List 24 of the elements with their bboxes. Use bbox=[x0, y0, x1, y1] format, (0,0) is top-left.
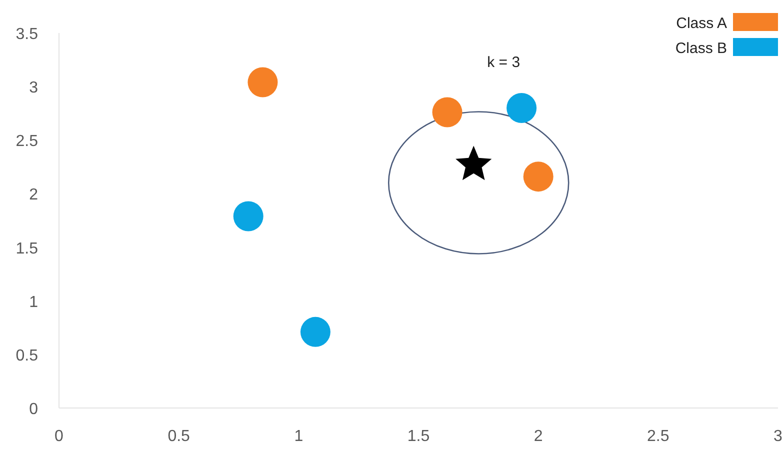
y-tick-label: 0.5 bbox=[16, 347, 38, 364]
x-tick-label: 2 bbox=[534, 428, 543, 445]
legend-label: Class B bbox=[675, 40, 727, 57]
x-tick-label: 2.5 bbox=[647, 428, 670, 445]
point bbox=[506, 93, 537, 123]
point bbox=[300, 316, 330, 347]
annotation: k = 3 bbox=[487, 54, 520, 71]
y-tick-label: 3 bbox=[29, 80, 38, 97]
point bbox=[523, 162, 554, 192]
y-tick-label: 0 bbox=[29, 401, 38, 418]
point bbox=[248, 67, 278, 98]
x-tick-label: 0.5 bbox=[168, 428, 190, 445]
x-tick-label: 1.5 bbox=[407, 428, 430, 445]
legend-label: Class A bbox=[676, 15, 727, 32]
point bbox=[432, 97, 462, 128]
y-tick-label: 1 bbox=[29, 294, 38, 311]
y-tick-label: 2 bbox=[29, 186, 38, 204]
x-tick-label: 0 bbox=[54, 428, 64, 445]
y-tick-label: 3.5 bbox=[16, 26, 38, 43]
y-tick-label: 2.5 bbox=[16, 133, 38, 150]
point bbox=[233, 201, 264, 232]
y-tick-label: 1.5 bbox=[16, 240, 38, 258]
x-tick-label: 3 bbox=[774, 428, 783, 445]
x-tick-label: 1 bbox=[294, 428, 304, 445]
